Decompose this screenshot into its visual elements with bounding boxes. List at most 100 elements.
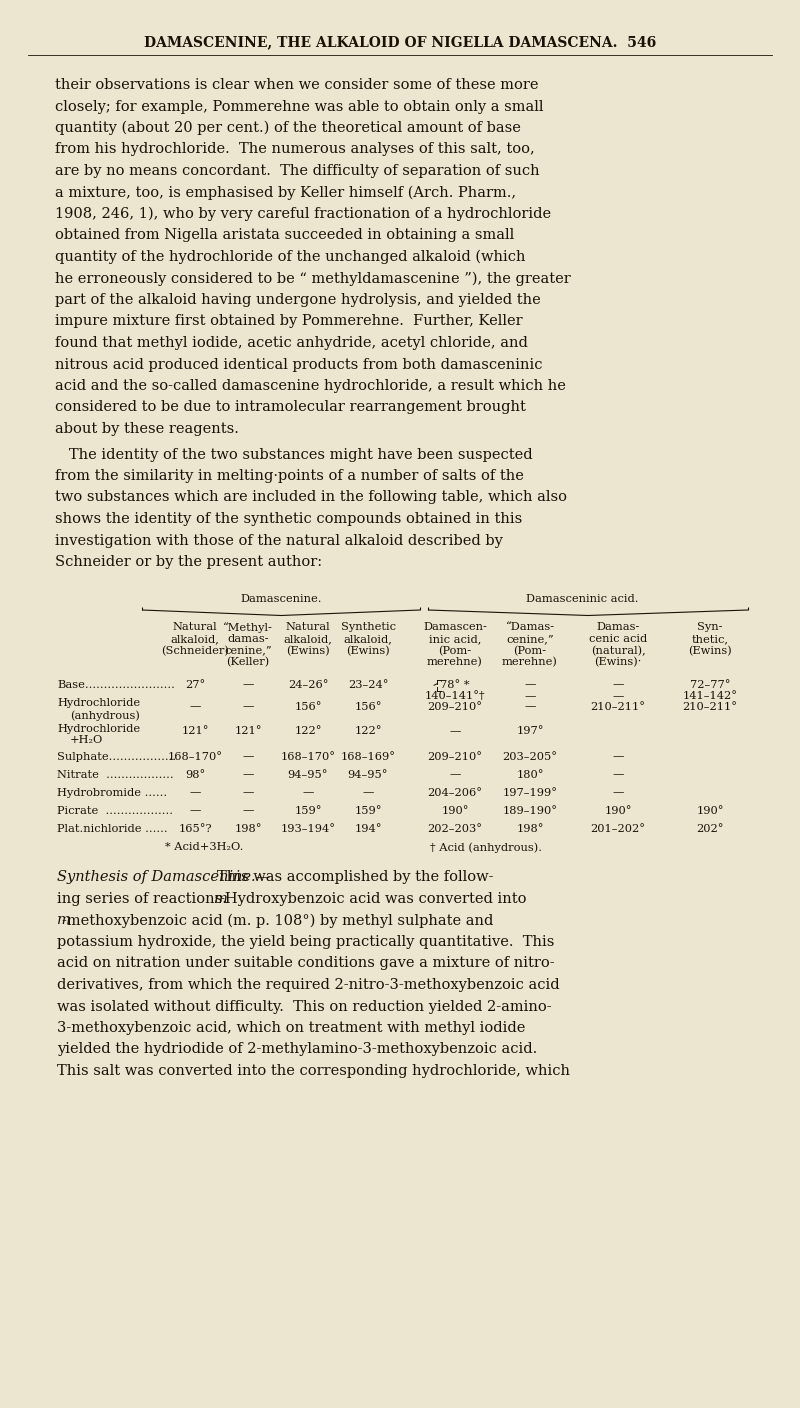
Text: 209–210°: 209–210° — [427, 752, 482, 762]
Text: Damasceninic acid.: Damasceninic acid. — [526, 594, 638, 604]
Text: derivatives, from which the required 2-nitro-3-methoxybenzoic acid: derivatives, from which the required 2-n… — [57, 979, 560, 993]
Text: closely; for example, Pommerehne was able to obtain only a small: closely; for example, Pommerehne was abl… — [55, 100, 543, 114]
Text: considered to be due to intramolecular rearrangement brought: considered to be due to intramolecular r… — [55, 400, 526, 414]
Text: potassium hydroxide, the yield being practically quantitative.  This: potassium hydroxide, the yield being pra… — [57, 935, 554, 949]
Text: thetic,: thetic, — [691, 634, 729, 643]
Text: Synthetic: Synthetic — [341, 622, 395, 632]
Text: —: — — [524, 680, 536, 690]
Text: Schneider or by the present author:: Schneider or by the present author: — [55, 555, 322, 569]
Text: Damas-: Damas- — [596, 622, 640, 632]
Text: —: — — [242, 680, 254, 690]
Text: 204–206°: 204–206° — [427, 787, 482, 797]
Text: 168–170°: 168–170° — [167, 752, 222, 762]
Text: 168–169°: 168–169° — [341, 752, 395, 762]
Text: (Keller): (Keller) — [226, 658, 270, 667]
Text: 201–202°: 201–202° — [590, 824, 646, 834]
Text: yielded the hydriodide of 2-methylamino-3-methoxybenzoic acid.: yielded the hydriodide of 2-methylamino-… — [57, 1042, 538, 1056]
Text: quantity (about 20 per cent.) of the theoretical amount of base: quantity (about 20 per cent.) of the the… — [55, 121, 521, 135]
Text: —: — — [242, 805, 254, 815]
Text: a mixture, too, is emphasised by Keller himself (Arch. Pharm.,: a mixture, too, is emphasised by Keller … — [55, 186, 516, 200]
Text: 27°: 27° — [185, 680, 205, 690]
Text: (Pom-: (Pom- — [514, 645, 546, 656]
Text: Syn-: Syn- — [698, 622, 722, 632]
Text: 194°: 194° — [354, 824, 382, 834]
Text: from the similarity in melting·points of a number of salts of the: from the similarity in melting·points of… — [55, 469, 524, 483]
Text: 180°: 180° — [516, 770, 544, 780]
Text: 72–77°: 72–77° — [690, 680, 730, 690]
Text: Hydrochloride: Hydrochloride — [57, 724, 140, 734]
Text: (Ewins)·: (Ewins)· — [594, 658, 642, 667]
Text: investigation with those of the natural alkaloid described by: investigation with those of the natural … — [55, 534, 503, 548]
Text: —: — — [612, 691, 624, 701]
Text: 78° *: 78° * — [440, 680, 470, 690]
Text: —: — — [450, 727, 461, 736]
Text: obtained from Nigella aristata succeeded in obtaining a small: obtained from Nigella aristata succeeded… — [55, 228, 514, 242]
Text: +H₂O: +H₂O — [70, 735, 103, 745]
Text: 190°: 190° — [604, 805, 632, 815]
Text: Damascenine.: Damascenine. — [241, 594, 322, 604]
Text: he erroneously considered to be “ methyldamascenine ”), the greater: he erroneously considered to be “ methyl… — [55, 272, 570, 286]
Text: Synthesis of Damascenine.—: Synthesis of Damascenine.— — [57, 870, 270, 884]
Text: 156°: 156° — [354, 701, 382, 711]
Text: 23–24°: 23–24° — [348, 680, 388, 690]
Text: about by these reagents.: about by these reagents. — [55, 422, 239, 436]
Text: —: — — [524, 691, 536, 701]
Text: 94–95°: 94–95° — [348, 770, 388, 780]
Text: Hydrobromide ……: Hydrobromide …… — [57, 787, 167, 797]
Text: —: — — [242, 752, 254, 762]
Text: -methoxybenzoic acid (m. p. 108°) by methyl sulphate and: -methoxybenzoic acid (m. p. 108°) by met… — [62, 914, 494, 928]
Text: 202°: 202° — [696, 824, 724, 834]
Text: 159°: 159° — [294, 805, 322, 815]
Text: cenine,”: cenine,” — [224, 645, 272, 656]
Text: alkaloid,: alkaloid, — [343, 634, 393, 643]
Text: The identity of the two substances might have been suspected: The identity of the two substances might… — [55, 448, 533, 462]
Text: —: — — [450, 770, 461, 780]
Text: (Schneider): (Schneider) — [161, 645, 229, 656]
Text: from his hydrochloride.  The numerous analyses of this salt, too,: from his hydrochloride. The numerous ana… — [55, 142, 534, 156]
Text: 198°: 198° — [234, 824, 262, 834]
Text: —: — — [190, 805, 201, 815]
Text: 197–199°: 197–199° — [502, 787, 558, 797]
Text: 190°: 190° — [696, 805, 724, 815]
Text: 193–194°: 193–194° — [281, 824, 335, 834]
Text: “Damas-: “Damas- — [506, 622, 554, 632]
Text: Base……………………: Base…………………… — [57, 680, 175, 690]
Text: 190°: 190° — [442, 805, 469, 815]
Text: (Ewins): (Ewins) — [286, 645, 330, 656]
Text: two substances which are included in the following table, which also: two substances which are included in the… — [55, 490, 567, 504]
Text: Nitrate  ………………: Nitrate ……………… — [57, 770, 174, 780]
Text: DAMASCENINE, THE ALKALOID OF NIGELLA DAMASCENA.  546: DAMASCENINE, THE ALKALOID OF NIGELLA DAM… — [144, 35, 656, 49]
Text: merehne): merehne) — [502, 658, 558, 667]
Text: —: — — [242, 701, 254, 711]
Text: Natural: Natural — [286, 622, 330, 632]
Text: their observations is clear when we consider some of these more: their observations is clear when we cons… — [55, 77, 538, 92]
Text: —: — — [242, 787, 254, 797]
Text: 98°: 98° — [185, 770, 205, 780]
Text: 1908, 246, 1), who by very careful fractionation of a hydrochloride: 1908, 246, 1), who by very careful fract… — [55, 207, 551, 221]
Text: —: — — [242, 770, 254, 780]
Text: This was accomplished by the follow-: This was accomplished by the follow- — [217, 870, 494, 884]
Text: 121°: 121° — [182, 727, 209, 736]
Text: 122°: 122° — [354, 727, 382, 736]
Text: 94–95°: 94–95° — [288, 770, 328, 780]
Text: 140–141°†: 140–141°† — [425, 691, 486, 701]
Text: damas-: damas- — [227, 634, 269, 643]
Text: 165°?: 165°? — [178, 824, 212, 834]
Text: are by no means concordant.  The difficulty of separation of such: are by no means concordant. The difficul… — [55, 163, 540, 177]
Text: (Ewins): (Ewins) — [688, 645, 732, 656]
Text: inic acid,: inic acid, — [429, 634, 481, 643]
Text: merehne): merehne) — [427, 658, 483, 667]
Text: Hydrochloride: Hydrochloride — [57, 698, 140, 708]
Text: 210–211°: 210–211° — [590, 701, 646, 711]
Text: (Pom-: (Pom- — [438, 645, 471, 656]
Text: —: — — [362, 787, 374, 797]
Text: —: — — [612, 680, 624, 690]
Text: * Acid+3H₂O.: * Acid+3H₂O. — [165, 842, 243, 852]
Text: 24–26°: 24–26° — [288, 680, 328, 690]
Text: 122°: 122° — [294, 727, 322, 736]
Text: 209–210°: 209–210° — [427, 701, 482, 711]
Text: m: m — [214, 893, 228, 905]
Text: (anhydrous): (anhydrous) — [70, 710, 140, 721]
Text: Sulphate………………: Sulphate……………… — [57, 752, 176, 762]
Text: (natural),: (natural), — [590, 645, 646, 656]
